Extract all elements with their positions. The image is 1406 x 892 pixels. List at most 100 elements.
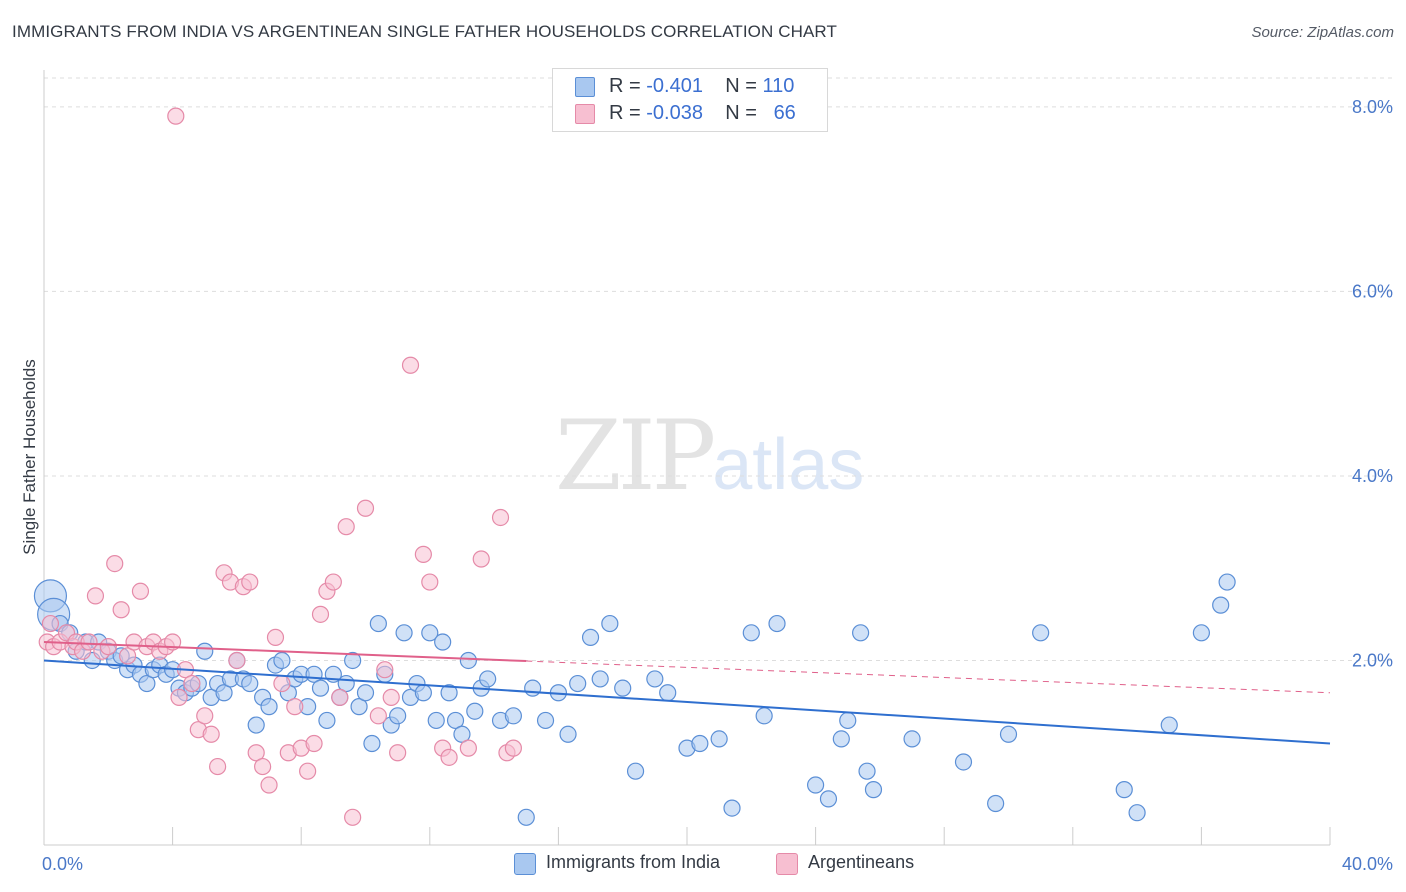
series-name-india: Immigrants from India — [546, 852, 721, 872]
data-point-india — [395, 624, 413, 642]
watermark-atlas: atlas — [712, 425, 865, 505]
data-point-india — [591, 670, 609, 688]
legend-r-label-india: R = — [609, 75, 641, 97]
data-point-india — [459, 651, 477, 670]
x-tick-label: 40.0% — [1342, 854, 1393, 874]
legend-n-label-india: N = — [725, 75, 757, 97]
y-tick-label: 8.0% — [1352, 97, 1393, 117]
data-point-india — [626, 762, 645, 780]
data-point-india — [954, 753, 973, 771]
data-point-india — [999, 725, 1018, 743]
data-point-argentina — [331, 688, 349, 706]
data-point-argentina — [382, 688, 400, 706]
legend-text-india: R = -0.401 N = 110 — [609, 75, 794, 98]
data-point-argentina — [389, 744, 407, 762]
data-point-india — [446, 711, 465, 730]
legend-swatch-india — [575, 77, 595, 97]
data-point-india — [768, 614, 786, 633]
trend-line-argentina — [43, 641, 527, 663]
legend-n-label-argentina: N = — [725, 102, 757, 124]
data-point-india — [344, 651, 362, 670]
series-swatch-argentina — [776, 853, 798, 875]
data-point-argentina — [311, 605, 330, 623]
data-point-argentina — [167, 107, 185, 125]
legend-r-value-argentina: -0.038 — [646, 102, 703, 124]
data-point-india — [987, 794, 1005, 813]
data-point-india — [479, 670, 497, 688]
trend-line-dashed-argentina — [526, 660, 1331, 694]
data-point-argentina — [254, 757, 272, 776]
data-point-india — [601, 614, 619, 633]
points-layer — [33, 107, 1236, 826]
data-point-india — [1115, 781, 1133, 799]
correlation-legend: R = -0.401 N = 110 R = -0.038 N = 66 — [552, 68, 828, 132]
y-tick-label: 4.0% — [1352, 466, 1393, 486]
data-point-argentina — [241, 573, 259, 591]
data-point-india — [318, 711, 336, 730]
data-point-india — [559, 725, 577, 743]
data-point-argentina — [106, 555, 124, 573]
data-point-india — [389, 707, 407, 725]
data-point-argentina — [260, 776, 278, 794]
axis-layer — [43, 70, 1331, 846]
data-point-india — [215, 684, 233, 702]
data-point-india — [440, 684, 458, 702]
data-point-india — [614, 679, 632, 697]
data-point-india — [1218, 573, 1236, 591]
data-point-india — [414, 684, 432, 702]
data-point-argentina — [305, 734, 323, 753]
data-point-argentina — [369, 707, 387, 725]
y-axis-label: Single Father Households — [20, 359, 39, 555]
data-point-india — [1128, 804, 1146, 822]
data-point-argentina — [459, 739, 477, 757]
data-point-argentina — [80, 633, 98, 651]
data-point-argentina — [131, 582, 150, 600]
legend-text-argentina: R = -0.038 N = 66 — [609, 102, 796, 125]
chart-title: IMMIGRANTS FROM INDIA VS ARGENTINEAN SIN… — [12, 22, 837, 41]
legend-n-value-argentina: 66 — [773, 102, 796, 124]
data-point-india — [273, 651, 291, 670]
data-point-india — [806, 776, 825, 794]
data-point-india — [646, 670, 664, 688]
data-point-argentina — [299, 762, 317, 780]
data-point-india — [517, 808, 535, 826]
data-point-argentina — [170, 688, 188, 706]
data-point-argentina — [112, 601, 130, 619]
data-point-argentina — [421, 573, 439, 591]
trend-layer — [43, 641, 1331, 745]
legend-r-value-india: -0.401 — [646, 75, 703, 97]
data-point-india — [311, 679, 330, 697]
data-point-india — [196, 642, 214, 660]
data-point-india — [839, 711, 857, 730]
data-point-india — [1192, 624, 1211, 642]
data-point-india — [832, 730, 850, 748]
data-point-india — [659, 684, 677, 702]
data-point-argentina — [376, 661, 394, 679]
data-point-argentina — [99, 638, 117, 656]
data-point-argentina — [202, 725, 220, 743]
data-point-india — [903, 730, 921, 748]
data-point-argentina — [183, 674, 201, 693]
data-point-argentina — [286, 698, 304, 716]
data-point-india — [453, 725, 471, 743]
data-point-argentina — [491, 508, 510, 527]
data-point-argentina — [266, 628, 285, 647]
data-point-argentina — [356, 499, 375, 517]
y-tick-label: 2.0% — [1352, 650, 1393, 670]
data-point-argentina — [228, 651, 246, 670]
data-point-india — [1032, 624, 1050, 642]
data-point-argentina — [472, 550, 490, 568]
data-point-india — [363, 734, 381, 753]
grid-layer — [44, 77, 1392, 661]
data-point-india — [247, 716, 265, 734]
data-point-india — [864, 781, 883, 799]
legend-r-label-argentina: R = — [609, 102, 641, 124]
watermark: ZIPatlas — [555, 400, 864, 512]
data-point-india — [524, 679, 542, 697]
data-point-argentina — [86, 587, 105, 605]
data-point-india — [466, 702, 484, 720]
tick-label-layer: 2.0% 4.0% 6.0% 8.0% 0.0% 40.0% — [42, 97, 1393, 874]
data-point-india — [819, 790, 838, 808]
x-tick-label: 0.0% — [42, 854, 83, 874]
